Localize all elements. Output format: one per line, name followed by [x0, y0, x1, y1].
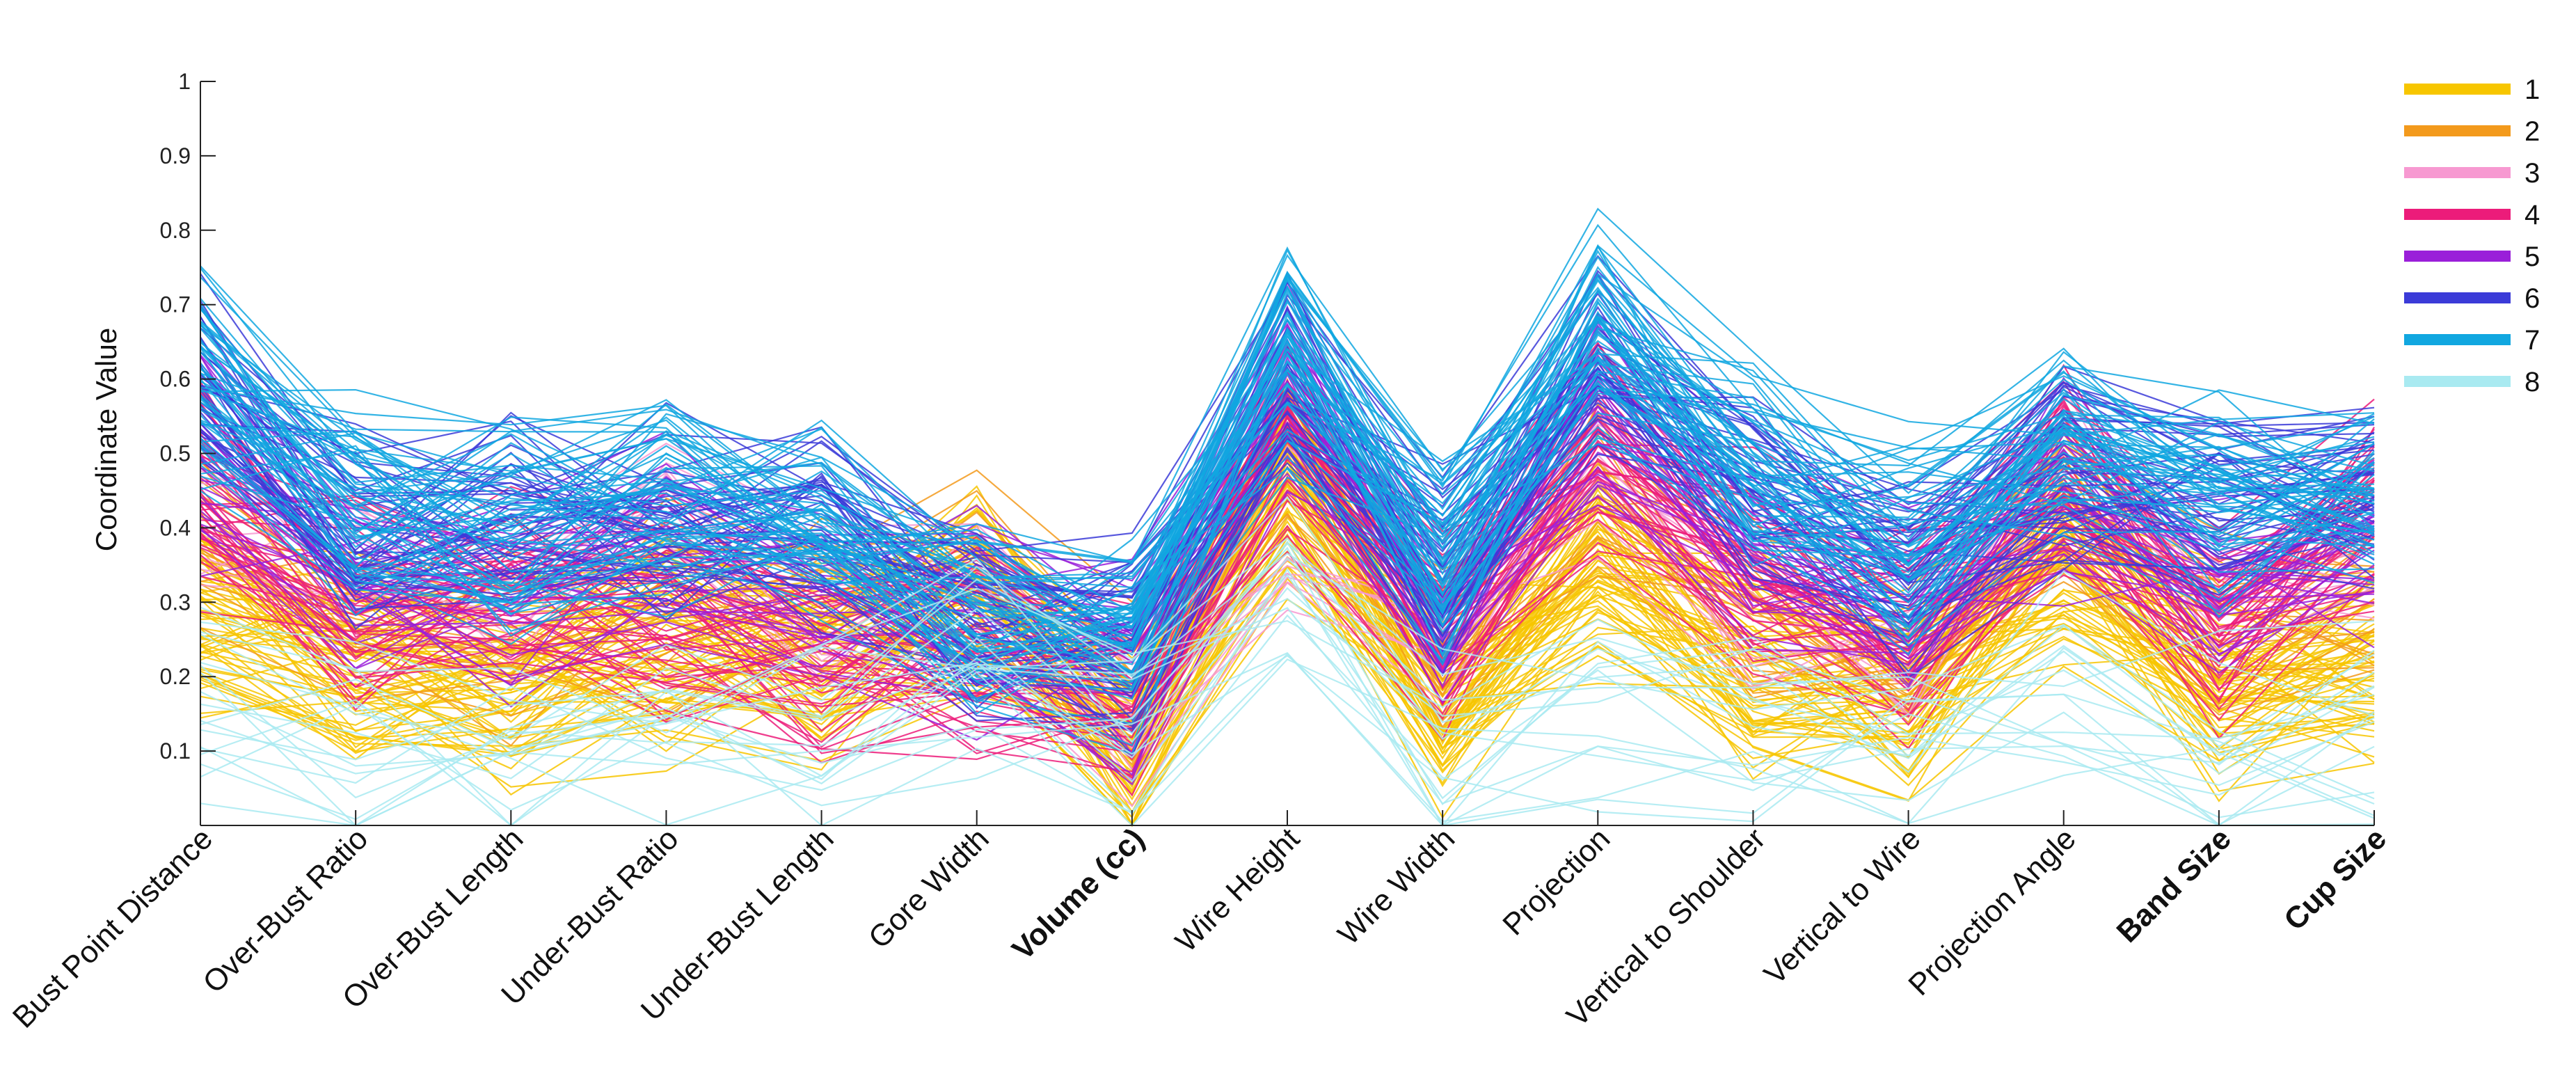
axis-name-label: Wire Width	[1331, 821, 1461, 951]
series-7-line	[200, 310, 2375, 612]
y-axis-label: Coordinate Value	[90, 328, 122, 551]
series-7-line	[200, 253, 2375, 646]
series-8-group	[200, 496, 2375, 827]
series-8-line	[200, 568, 2375, 827]
series-4-line	[200, 398, 2375, 750]
series-7-line	[200, 342, 2375, 747]
series-8-line	[200, 537, 2375, 766]
series-4-line	[200, 408, 2375, 699]
series-8-line	[200, 496, 2375, 773]
series-7-line	[200, 315, 2375, 651]
legend-label: 6	[2525, 283, 2540, 314]
series-6-line	[200, 363, 2375, 674]
series-6-line	[200, 315, 2375, 673]
series-7-line	[200, 313, 2375, 700]
series-7-line	[200, 290, 2375, 693]
series-7-line	[200, 290, 2375, 691]
axis-name-label: Band Size	[2110, 821, 2238, 949]
series-7-line	[200, 329, 2375, 704]
legend-label: 1	[2525, 74, 2540, 105]
series-8-line	[200, 546, 2375, 827]
legend-label: 8	[2525, 367, 2540, 397]
legend-label: 3	[2525, 158, 2540, 189]
y-tick-label: 0.1	[160, 738, 191, 764]
legend-label: 7	[2525, 325, 2540, 356]
series-7-line	[200, 298, 2375, 623]
series-lines	[200, 207, 2375, 828]
y-tick-label: 1	[178, 69, 191, 94]
series-7-line	[200, 326, 2375, 755]
y-tick-label: 0.9	[160, 143, 191, 168]
series-7-line	[200, 370, 2375, 640]
series-8-line	[200, 647, 2375, 827]
axis-name-label: Volume (cc)	[1005, 821, 1151, 967]
series-7-line	[200, 246, 2375, 583]
series-8-line	[200, 542, 2375, 818]
series-6-line	[200, 345, 2375, 658]
legend-label: 4	[2525, 200, 2540, 230]
axis-name-label: Projection Angle	[1902, 821, 2083, 1002]
series-7-line	[200, 322, 2375, 672]
series-8-line	[200, 587, 2375, 827]
legend-label: 2	[2525, 116, 2540, 147]
y-ticks: 0.1 0.2 0.3 0.4 0.5 0.6 0.7 0.8 0.9 1	[160, 69, 216, 764]
series-7-line	[200, 244, 2375, 677]
series-7-line	[200, 301, 2375, 671]
axis-name-label: Wire Height	[1169, 821, 1306, 958]
series-7-line	[200, 278, 2375, 656]
axis-name-label: Cup Size	[2277, 821, 2393, 937]
series-7-line	[200, 207, 2375, 648]
series-7-line	[200, 279, 2375, 699]
series-8-line	[200, 653, 2375, 827]
series-8-line	[200, 587, 2375, 767]
series-7-line	[200, 265, 2375, 635]
series-7-line	[200, 370, 2375, 628]
series-7-line	[200, 300, 2375, 622]
y-tick-label: 0.2	[160, 664, 191, 689]
series-7-line	[200, 381, 2375, 683]
series-6-line	[200, 436, 2375, 757]
series-7-line	[200, 297, 2375, 628]
series-7-line	[200, 359, 2375, 650]
series-8-line	[200, 607, 2375, 827]
series-5-line	[200, 354, 2375, 782]
series-7-line	[200, 402, 2375, 653]
y-tick-label: 0.5	[160, 441, 191, 466]
axis-name-label: Over-Bust Ratio	[196, 821, 374, 999]
legend: 1 2 3 4 5 6 7 8	[2404, 74, 2540, 397]
series-4-line	[200, 404, 2375, 761]
series-6-line	[200, 280, 2375, 647]
y-tick-label: 0.3	[160, 590, 191, 615]
series-7-line	[200, 245, 2375, 629]
axis-name-label: Gore Width	[862, 821, 996, 955]
series-8-line	[200, 598, 2375, 811]
y-tick-label: 0.4	[160, 515, 191, 540]
series-8-line	[200, 614, 2375, 826]
series-5-line	[200, 363, 2375, 650]
legend-label: 5	[2525, 242, 2540, 272]
series-8-line	[200, 540, 2375, 806]
axis-name-label: Projection	[1496, 821, 1616, 942]
y-tick-label: 0.6	[160, 367, 191, 392]
series-8-line	[200, 654, 2375, 827]
y-tick-label: 0.7	[160, 292, 191, 317]
y-tick-label: 0.8	[160, 218, 191, 243]
series-7-group	[200, 207, 2375, 755]
axis-name-label: Vertical to Wire	[1758, 821, 1927, 991]
axis-name-label: Bust Point Distance	[6, 821, 219, 1034]
